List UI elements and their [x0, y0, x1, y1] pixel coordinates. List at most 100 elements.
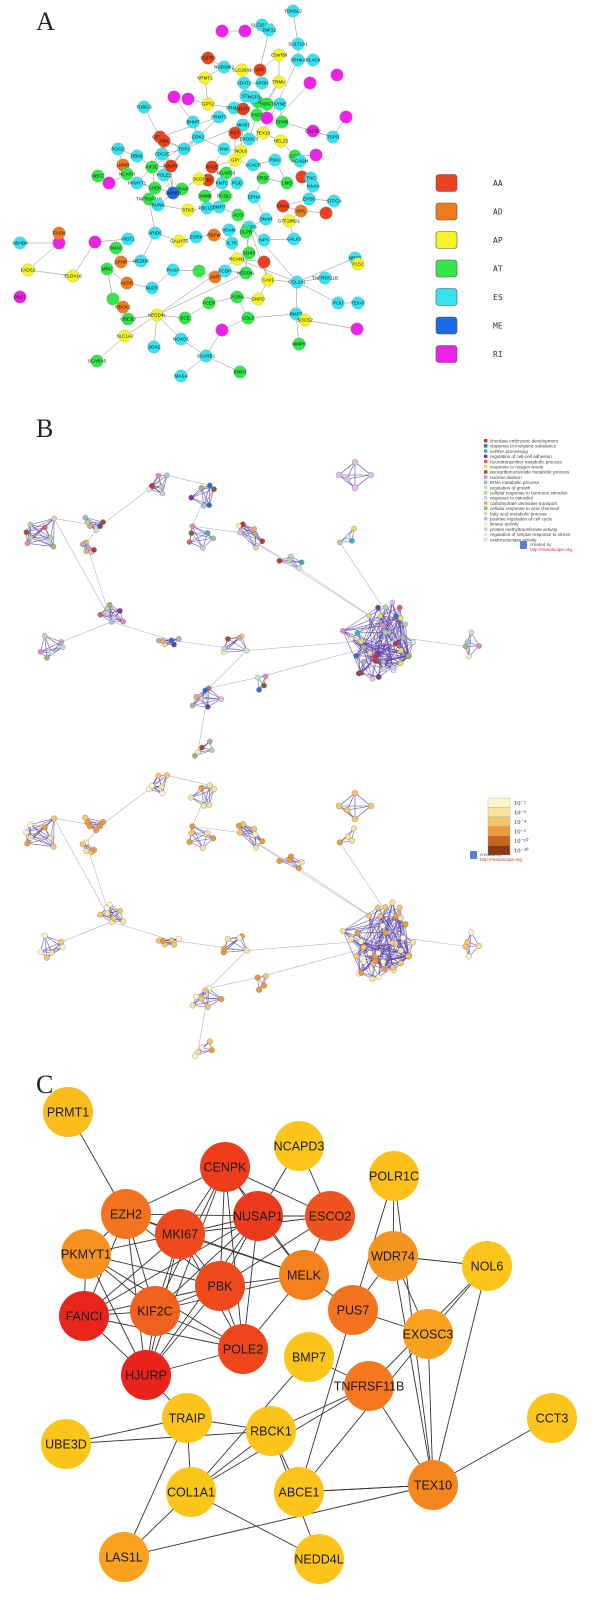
panel-b-scale-label: 10⁻²⁰	[514, 847, 529, 855]
panel-a-node-label: TBC1D2	[198, 206, 216, 211]
panel-a-node: GPT2	[201, 97, 215, 111]
panel-a-edge	[248, 226, 269, 281]
panel-b-node	[218, 696, 225, 702]
panel-a-node-circle	[167, 90, 181, 104]
panel-a-node-label: SOX9	[243, 251, 256, 256]
panel-a-node-circle	[222, 223, 236, 237]
panel-b-node	[171, 641, 177, 648]
panel-b-legend-swatch	[484, 475, 488, 479]
panel-b-node	[253, 545, 259, 551]
panel-b-edge	[354, 474, 372, 489]
panel-a-node-circle	[228, 126, 242, 140]
panel-c-node-label: CCT3	[536, 1412, 569, 1426]
panel-a-node-label: SMAD	[109, 246, 123, 251]
panel-b-node	[345, 533, 351, 540]
panel-a-node-label: RCAN1	[229, 257, 245, 262]
panel-c-node-label: TNFRSF11B	[334, 1380, 405, 1394]
panel-a-node: RUNX	[151, 198, 165, 212]
panel-b-node	[189, 1002, 196, 1009]
panel-a-node: NTMT1	[197, 71, 213, 85]
panel-b-node	[155, 772, 162, 779]
panel-b-node	[375, 904, 381, 911]
credit-link[interactable]: http://metascape.org	[480, 857, 522, 862]
panel-b-edge	[208, 489, 215, 506]
panel-a-node-circle	[166, 263, 180, 277]
panel-b-edge	[342, 630, 374, 664]
panel-b-scale-item: 10⁻¹⁰	[487, 835, 529, 846]
panel-a-node-circle	[174, 369, 188, 383]
panel-b-node	[51, 515, 57, 522]
panel-a-node: SULT1A1	[288, 37, 308, 51]
panel-c-node: PRMT1	[43, 1087, 93, 1137]
panel-a-legend-label: AP	[493, 236, 503, 245]
panel-b-node	[381, 965, 388, 972]
panel-a-node-label: ESRX	[190, 235, 203, 240]
panel-b-edge	[342, 907, 379, 932]
panel-a-node-circle	[121, 312, 135, 326]
panel-a-legend-swatch	[435, 288, 458, 306]
panel-a-node: STK3	[181, 203, 195, 217]
panel-b-legend-item: regulation of growth	[484, 485, 531, 490]
panel-a-node-label: GPI	[231, 158, 239, 163]
panel-b-node	[396, 604, 403, 611]
panel-b-scale-swatch	[487, 807, 511, 818]
panel-a-node-label: ZNF22	[262, 28, 276, 33]
panel-b-edge	[27, 827, 46, 844]
panel-a-node: CHAC	[276, 199, 290, 213]
panel-a-node: RCAN1	[229, 252, 245, 266]
panel-b-legend-item: tRNA metabolic process	[484, 480, 540, 485]
panel-a-node: ESRX	[189, 230, 203, 244]
panel-a-edge	[156, 272, 247, 316]
panel-c-node-label: POLR1C	[369, 1170, 419, 1184]
panel-c-node-circle	[279, 1250, 329, 1300]
panel-a-node: GALK3	[287, 232, 302, 246]
panel-a-node: COL1A1	[288, 275, 306, 289]
panel-a-node-label: EPS8	[303, 197, 315, 202]
panel-a-node: NAAA	[306, 179, 320, 193]
panel-b-node	[389, 599, 396, 606]
panel-a-node-circle	[198, 71, 212, 85]
panel-a-node-label: DNAH	[259, 217, 272, 222]
panel-c-node-label: CENPK	[203, 1161, 247, 1175]
panel-a-node: NOXO1	[173, 332, 189, 346]
panel-a-node: HELZ2	[274, 134, 289, 148]
panel-b-node	[42, 524, 48, 531]
credit-link[interactable]: http://metascape.org	[530, 547, 572, 552]
panel-c-node: TNFRSF11B	[334, 1361, 405, 1411]
panel-b-edge	[40, 641, 62, 653]
panel-b-edge	[30, 824, 54, 847]
panel-a-node-label: LMNB	[117, 163, 130, 168]
panel-a-node: ALDO	[120, 276, 134, 290]
panel-a-node-label: CFHR	[115, 260, 128, 265]
panel-b-link	[239, 532, 404, 639]
panel-b-edge	[190, 485, 211, 498]
panel-b-node	[349, 538, 355, 544]
panel-a-node-label: RASA	[167, 268, 180, 273]
panel-b-legend-label: carbohydrate derivative transport	[490, 501, 558, 506]
panel-a-node: BMP7	[289, 307, 303, 321]
panel-b-node	[155, 472, 162, 479]
panel-b-legend-item: protein methyltransferase activity	[484, 527, 558, 532]
panel-a-node: PCDH	[218, 264, 232, 278]
panel-b-edge	[26, 818, 55, 833]
panel-a-node: AMT	[208, 270, 222, 284]
panel-a-node-circle	[192, 264, 206, 278]
panel-a-node-circle	[272, 75, 286, 89]
panel-a-node-label: TNFRSF11B	[312, 276, 338, 281]
panel-b-node	[389, 899, 396, 906]
panel-b-node	[160, 638, 166, 644]
panel-a-node-circle	[256, 171, 270, 185]
panel-b-node	[358, 969, 365, 976]
panel-a-node-label: SLC25A22	[251, 23, 274, 28]
panel-c-edge	[145, 1166, 226, 1376]
panel-a-node-circle	[256, 126, 270, 140]
panel-b-node	[163, 772, 170, 779]
panel-a-node-circle	[91, 169, 105, 183]
panel-a-node: OBFC	[91, 169, 105, 183]
panel-a-node-circle	[164, 159, 178, 173]
panel-b-node	[186, 539, 193, 545]
panel-b-node	[198, 695, 205, 702]
panel-a-node-circle	[215, 24, 229, 38]
panel-b-node	[48, 949, 55, 956]
